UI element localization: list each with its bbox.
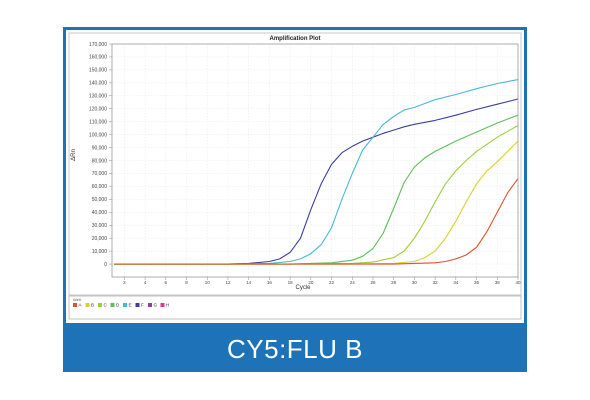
x-tick-label: 36	[474, 280, 480, 285]
legend-swatch-b	[85, 303, 90, 307]
x-tick-label: 4	[144, 280, 147, 285]
legend-swatch-c	[98, 303, 102, 307]
y-tick-label: 10,000	[92, 249, 108, 255]
x-tick-label: 40	[515, 280, 521, 285]
series-lines	[114, 79, 519, 265]
plot-screen: Amplification Plot ΔRn Cycle 0 10,000 20,0…	[66, 30, 524, 323]
x-tick-label: 34	[453, 280, 459, 285]
x-tick-label: 6	[165, 280, 168, 285]
x-tick-label: 18	[288, 280, 294, 285]
y-tick-label: 130,000	[89, 94, 107, 100]
x-tick-label: 20	[308, 280, 314, 285]
legend-label-c: C	[104, 303, 108, 308]
legend-label-d: D	[116, 303, 120, 308]
y-axis-label: ΔRn	[71, 149, 77, 161]
legend-swatch-g	[148, 303, 152, 307]
y-tick-label: 50,000	[92, 197, 108, 203]
plot-panel	[68, 32, 522, 296]
legend-caption: Well	[73, 297, 81, 302]
y-tick-label: 60,000	[92, 184, 108, 190]
legend-label-b: B	[91, 303, 94, 308]
x-tick-label: 10	[205, 280, 211, 285]
y-tick-label: 120,000	[89, 107, 107, 113]
y-tick-label: 40,000	[92, 210, 108, 216]
y-tick-label: 20,000	[92, 236, 108, 242]
legend-label-h: H	[166, 303, 169, 308]
y-tick-label: 100,000	[89, 132, 107, 138]
legend-panel	[68, 295, 522, 320]
legend-label-e: E	[129, 303, 132, 308]
x-tick-label: 12	[225, 280, 231, 285]
y-tick-label: 140,000	[89, 81, 107, 87]
x-tick-label: 38	[495, 280, 501, 285]
y-tick-label: 110,000	[89, 119, 107, 125]
legend-label-f: F	[141, 303, 144, 308]
legend-label-a: A	[79, 303, 82, 308]
x-tick-label: 30	[412, 280, 418, 285]
blue-frame: Amplification Plot ΔRn Cycle 0 10,000 20,0…	[63, 27, 527, 372]
legend-swatch-a	[73, 303, 77, 307]
y-tick-label: 80,000	[92, 158, 108, 164]
series-line-a	[114, 178, 519, 265]
legend: A B C D E F G H	[73, 303, 169, 308]
series-line-e	[114, 79, 519, 265]
legend-swatch-f	[135, 303, 140, 307]
legend-label-g: G	[154, 303, 158, 308]
x-tick-label: 26	[370, 280, 376, 285]
plot-area-border	[111, 43, 519, 278]
caption-text: CY5:FLU B	[227, 334, 363, 364]
x-tick-label: 16	[267, 280, 273, 285]
y-tick-label: 70,000	[92, 171, 108, 177]
x-tick-label: 24	[350, 280, 356, 285]
legend-swatch-d	[110, 303, 115, 307]
x-tick-label: 8	[185, 280, 188, 285]
y-axis-ticks: 0 10,000 20,000 30,000 40,000 50,000 60,000 70,…	[89, 42, 112, 268]
y-tick-label: 0	[104, 262, 107, 268]
y-tick-label: 90,000	[92, 145, 108, 151]
legend-swatch-e	[123, 303, 127, 307]
x-axis-label: Cycle	[295, 285, 311, 291]
legend-swatch-h	[160, 303, 165, 307]
y-tick-label: 160,000	[89, 55, 107, 61]
amplification-plot: Amplification Plot ΔRn Cycle 0 10,000 20,0…	[68, 32, 522, 320]
x-tick-label: 14	[246, 280, 252, 285]
x-tick-label: 28	[391, 280, 397, 285]
y-tick-label: 30,000	[92, 223, 108, 229]
chart-title: Amplification Plot	[270, 36, 321, 42]
x-tick-label: 2	[123, 280, 126, 285]
y-tick-label: 170,000	[89, 42, 107, 48]
x-axis-ticks: 2 4 6 8 10 12 14 16 18 20 22 24 26 28 30 32 34 36 38 40	[123, 277, 521, 285]
x-tick-label: 32	[433, 280, 439, 285]
x-tick-label: 22	[329, 280, 335, 285]
y-tick-label: 150,000	[89, 68, 107, 74]
